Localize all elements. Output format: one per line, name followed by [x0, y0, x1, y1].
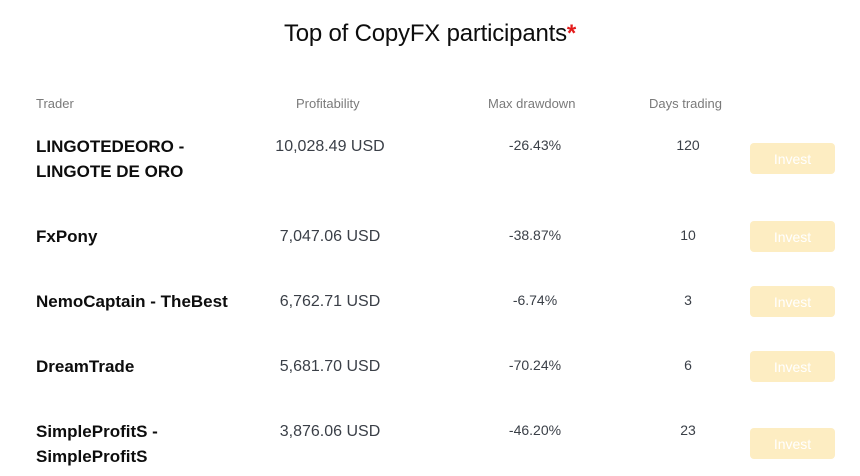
- max-drawdown-value: -46.20%: [508, 422, 562, 438]
- column-header-max-drawdown: Max drawdown: [488, 96, 576, 111]
- page-title-text: Top of CopyFX participants: [283, 20, 567, 47]
- max-drawdown-value: -26.43%: [508, 137, 562, 153]
- max-drawdown-value: -70.24%: [508, 357, 562, 373]
- trader-name[interactable]: LINGOTEDEORO - LINGOTE DE ORO: [36, 137, 185, 181]
- page-title: Top of CopyFX participants*: [0, 20, 860, 48]
- invest-button[interactable]: Invest: [750, 286, 835, 317]
- profitability-value: 10,028.49 USD: [275, 138, 385, 155]
- invest-button[interactable]: Invest: [750, 221, 835, 252]
- title-asterisk: *: [566, 20, 577, 47]
- days-trading-value: 6: [684, 357, 692, 373]
- days-trading-value: 120: [676, 137, 700, 153]
- invest-button[interactable]: Invest: [750, 143, 835, 174]
- max-drawdown-value: -38.87%: [508, 227, 562, 243]
- trader-name[interactable]: FxPony: [36, 227, 98, 246]
- profitability-value: 3,876.06 USD: [279, 423, 381, 440]
- invest-button[interactable]: Invest: [750, 351, 835, 382]
- profitability-value: 5,681.70 USD: [279, 358, 381, 375]
- profitability-value: 6,762.71 USD: [279, 293, 381, 310]
- days-trading-value: 23: [680, 422, 696, 438]
- column-header-days-trading: Days trading: [649, 96, 722, 111]
- trader-name[interactable]: DreamTrade: [36, 357, 135, 376]
- column-header-trader: Trader: [36, 96, 74, 111]
- column-header-profitability: Profitability: [296, 96, 360, 111]
- trader-name[interactable]: NemoCaptain - TheBest: [36, 292, 228, 311]
- invest-button[interactable]: Invest: [750, 428, 835, 459]
- max-drawdown-value: -6.74%: [512, 292, 558, 308]
- days-trading-value: 3: [684, 292, 692, 308]
- profitability-value: 7,047.06 USD: [279, 228, 381, 245]
- days-trading-value: 10: [680, 227, 696, 243]
- trader-name[interactable]: SimpleProfitS - SimpleProfitS: [36, 422, 158, 466]
